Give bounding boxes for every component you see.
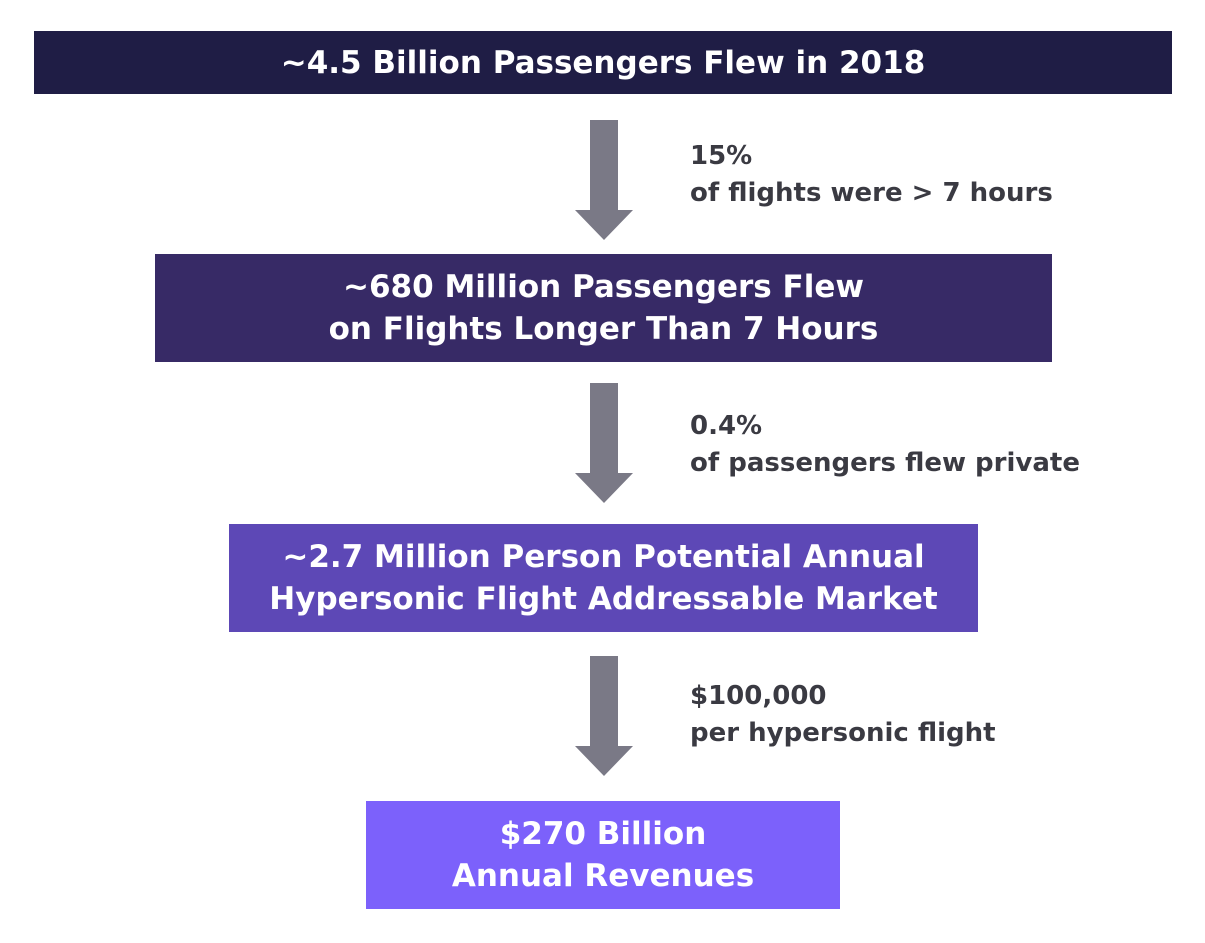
transition-annotation-price-per-flight: $100,000 per hypersonic flight [690,678,996,752]
transition-description: per hypersonic flight [690,718,996,748]
down-arrow-icon [575,120,633,240]
stage-box-addressable-market-line-2: Hypersonic Flight Addressable Market [269,581,938,617]
transition-value: 0.4% [690,411,763,441]
transition-value: $100,000 [690,681,827,711]
stage-box-total-passengers: ~4.5 Billion Passengers Flew in 2018 [34,31,1172,94]
stage-box-long-flight-passengers: ~680 Million Passengers Flew on Flights … [155,254,1052,362]
stage-box-total-passengers-line-1: ~4.5 Billion Passengers Flew in 2018 [280,44,926,81]
transition-annotation-long-flights: 15% of flights were > 7 hours [690,138,1053,212]
stage-box-addressable-market: ~2.7 Million Person Potential Annual Hyp… [229,524,978,632]
transition-annotation-private-flyers: 0.4% of passengers flew private [690,408,1080,482]
stage-box-annual-revenues-line-2: Annual Revenues [451,858,755,894]
transition-description: of passengers flew private [690,448,1080,478]
down-arrow-icon [575,656,633,776]
stage-box-long-flight-passengers-line-1: ~680 Million Passengers Flew [342,269,864,305]
stage-box-annual-revenues: $270 Billion Annual Revenues [366,801,840,909]
transition-description: of flights were > 7 hours [690,178,1053,208]
stage-box-addressable-market-line-1: ~2.7 Million Person Potential Annual [282,539,925,575]
stage-box-long-flight-passengers-line-2: on Flights Longer Than 7 Hours [328,311,879,347]
transition-value: 15% [690,141,753,171]
down-arrow-icon [575,383,633,503]
stage-box-annual-revenues-line-1: $270 Billion [499,816,707,852]
